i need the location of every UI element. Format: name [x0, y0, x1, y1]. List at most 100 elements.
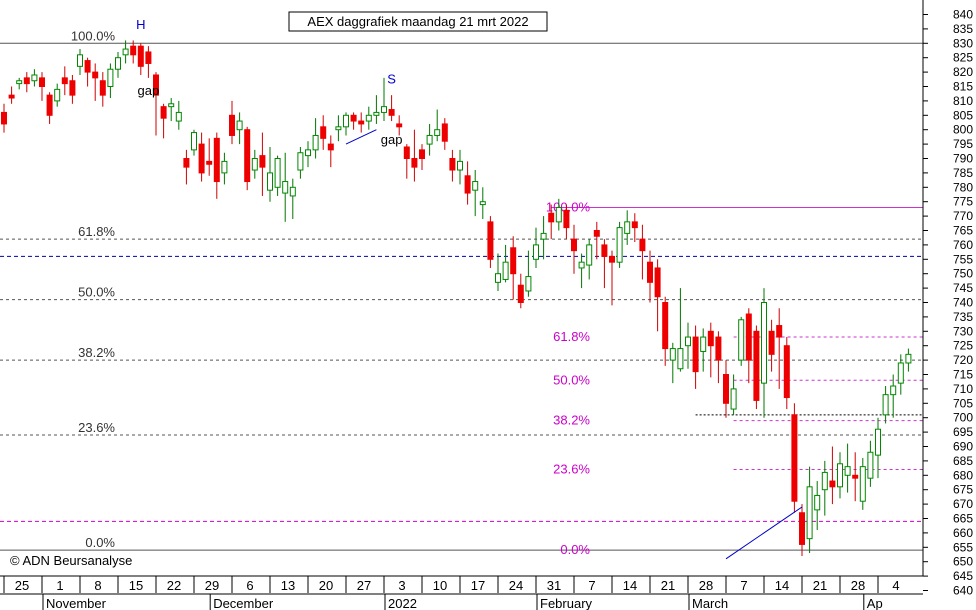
- candle-body: [206, 160, 213, 165]
- candle-body: [457, 160, 463, 171]
- candle-body: [92, 71, 99, 79]
- candle-body: [122, 48, 129, 56]
- annotation-label: H: [136, 17, 145, 32]
- candle-body: [548, 212, 555, 223]
- candle-body: [814, 494, 821, 511]
- y-tick-label: 800: [953, 123, 973, 137]
- candle-body: [715, 336, 722, 361]
- y-tick-label: 700: [953, 411, 973, 425]
- candle-body: [867, 451, 874, 479]
- candle-body: [799, 512, 805, 545]
- y-tick-label: 795: [953, 137, 973, 151]
- candle-body: [251, 158, 258, 171]
- y-tick-label: 735: [953, 310, 973, 324]
- candle-body: [578, 261, 585, 269]
- candle-body: [479, 201, 486, 206]
- candle-body: [358, 120, 365, 125]
- x-tick-label: 28: [699, 578, 713, 593]
- candle-body: [130, 45, 137, 56]
- annotation-label: gap: [138, 83, 160, 98]
- candle-body: [229, 114, 235, 136]
- candle-body: [191, 132, 197, 151]
- candle-body: [213, 137, 220, 183]
- x-tick-label: 10: [433, 578, 447, 593]
- trend-line: [345, 129, 377, 145]
- candle-body: [723, 374, 729, 404]
- candle-body: [8, 94, 15, 99]
- candle-body: [289, 186, 296, 197]
- candle-body: [312, 134, 319, 151]
- x-tick-label: 22: [167, 578, 181, 593]
- candle-body: [464, 175, 471, 194]
- candle-body: [806, 486, 813, 540]
- x-tick-label: 1: [56, 578, 63, 593]
- y-tick-label: 760: [953, 238, 973, 252]
- x-tick-label: 21: [813, 578, 827, 593]
- y-tick-label: 740: [953, 296, 973, 310]
- x-tick-label: 27: [357, 578, 371, 593]
- candle-body: [654, 267, 661, 298]
- candle-body: [487, 221, 494, 260]
- candle-body: [107, 68, 114, 88]
- y-tick-label: 680: [953, 468, 973, 482]
- candle-body: [115, 57, 121, 70]
- candle-body: [282, 181, 289, 194]
- candle-body: [365, 114, 372, 122]
- y-tick-label: 675: [953, 483, 973, 497]
- candle-body: [61, 77, 68, 85]
- y-tick-label: 790: [953, 152, 973, 166]
- y-tick-label: 780: [953, 180, 973, 194]
- month-label: Ap: [867, 596, 883, 610]
- y-tick-label: 820: [953, 65, 973, 79]
- candle-body: [609, 255, 615, 263]
- candle-body: [267, 172, 273, 191]
- candle-body: [502, 261, 509, 280]
- x-tick-label: 8: [94, 578, 101, 593]
- candle-body: [639, 238, 646, 252]
- candle-body: [259, 155, 266, 168]
- candle-body: [145, 51, 152, 64]
- candle-body: [426, 134, 433, 145]
- candle-body: [335, 126, 342, 131]
- fib-right-label: 0.0%: [560, 542, 590, 557]
- candle-body: [320, 126, 327, 139]
- candle-body: [707, 330, 714, 347]
- candle-body: [563, 209, 570, 229]
- candle-body: [882, 394, 889, 416]
- month-label: February: [540, 596, 593, 610]
- x-tick-label: 14: [775, 578, 789, 593]
- fib-left-label: 23.6%: [78, 420, 115, 435]
- fib-left-label: 50.0%: [78, 285, 115, 300]
- candle-body: [495, 273, 501, 283]
- x-tick-label: 7: [740, 578, 747, 593]
- y-tick-label: 710: [953, 382, 973, 396]
- y-tick-label: 745: [953, 281, 973, 295]
- candle-body: [776, 325, 783, 338]
- candles: [1, 40, 912, 556]
- fib-right-label: 50.0%: [553, 372, 590, 387]
- x-tick-label: 21: [661, 578, 675, 593]
- candle-body: [236, 120, 243, 131]
- x-tick-label: 13: [281, 578, 295, 593]
- candle-body: [571, 238, 577, 252]
- y-tick-label: 775: [953, 195, 973, 209]
- x-tick-label: 6: [246, 578, 253, 593]
- candle-body: [586, 244, 593, 266]
- x-tick-label: 25: [15, 578, 29, 593]
- candle-body: [244, 129, 251, 183]
- candle-body: [753, 330, 760, 401]
- candle-body: [540, 232, 547, 240]
- candle-body: [16, 80, 23, 85]
- y-tick-label: 750: [953, 267, 973, 281]
- y-tick-label: 835: [953, 22, 973, 36]
- candle-body: [441, 123, 448, 142]
- candle-body: [160, 106, 167, 119]
- month-label: December: [213, 596, 274, 610]
- x-tick-label: 4: [892, 578, 899, 593]
- candle-body: [525, 276, 532, 292]
- y-tick-label: 770: [953, 209, 973, 223]
- candle-body: [373, 111, 380, 116]
- x-tick-label: 14: [623, 578, 637, 593]
- candle-body: [175, 111, 182, 122]
- candle-body: [84, 60, 91, 73]
